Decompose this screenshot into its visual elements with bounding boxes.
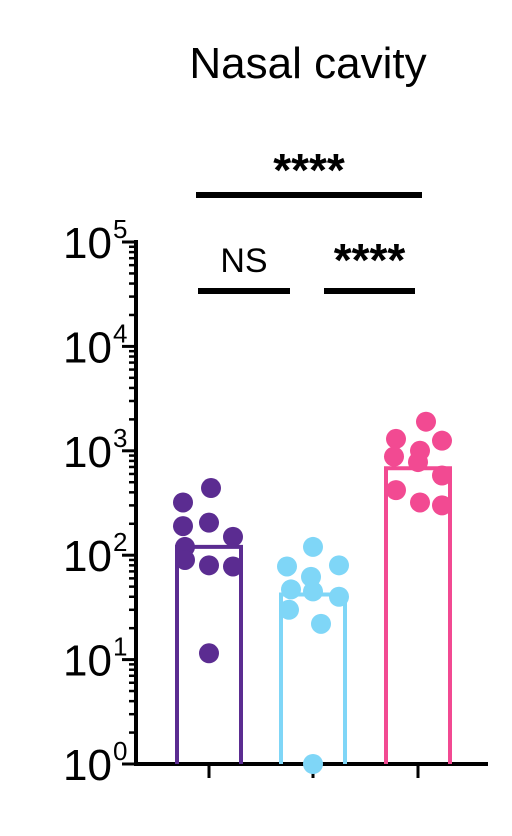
data-point xyxy=(432,430,452,451)
data-point xyxy=(223,556,243,577)
data-point xyxy=(303,754,323,774)
y-tick-label: 10 5 xyxy=(63,214,127,268)
y-tick-label: 10 2 xyxy=(63,527,127,581)
significance-label: NS xyxy=(220,242,267,280)
data-point xyxy=(223,526,243,547)
data-point xyxy=(432,495,452,516)
bars xyxy=(175,466,452,764)
significance: NS **** **** xyxy=(196,144,422,294)
data-point xyxy=(279,599,299,620)
y-tick-label-base: 10 xyxy=(63,532,112,581)
data-point xyxy=(410,492,430,513)
data-point xyxy=(386,428,406,449)
y-tick-label: 10 3 xyxy=(63,423,127,477)
data-point xyxy=(175,549,195,570)
data-point xyxy=(329,586,349,607)
data-point xyxy=(281,579,301,600)
data-point xyxy=(432,465,452,486)
y-tick-label-exponent: 0 xyxy=(113,736,127,766)
y-tick-label-exponent: 4 xyxy=(113,318,127,348)
data-point xyxy=(384,446,404,467)
bar xyxy=(175,544,243,764)
y-tick-label: 10 0 xyxy=(63,736,127,790)
y-tick-label-exponent: 1 xyxy=(113,632,127,662)
y-tick-label: 10 4 xyxy=(63,318,127,372)
data-point xyxy=(416,411,436,432)
significance-label: **** xyxy=(273,144,345,196)
data-point xyxy=(408,452,428,473)
significance-label: **** xyxy=(334,234,406,286)
data-point xyxy=(329,555,349,576)
data-point xyxy=(173,516,193,537)
data-point xyxy=(386,480,406,501)
y-tick-label: 10 1 xyxy=(63,632,127,686)
data-point xyxy=(303,536,323,557)
chart-title: Nasal cavity xyxy=(189,39,426,88)
data-point xyxy=(201,478,221,499)
y-tick-label-exponent: 2 xyxy=(113,527,127,557)
data-point xyxy=(277,556,297,577)
data-point xyxy=(199,643,219,664)
y-tick-label-exponent: 3 xyxy=(113,423,127,453)
y-tick-label-base: 10 xyxy=(63,219,112,268)
data-point xyxy=(173,492,193,513)
data-point xyxy=(199,555,219,576)
y-tick-label-base: 10 xyxy=(63,428,112,477)
y-tick-label-base: 10 xyxy=(63,637,112,686)
data-point xyxy=(303,581,323,602)
data-point xyxy=(311,613,331,634)
points xyxy=(173,411,452,774)
y-tick-label-exponent: 5 xyxy=(113,214,127,244)
y-tick-label-base: 10 xyxy=(63,741,112,790)
data-point xyxy=(199,512,219,533)
y-tick-label-base: 10 xyxy=(63,323,112,372)
